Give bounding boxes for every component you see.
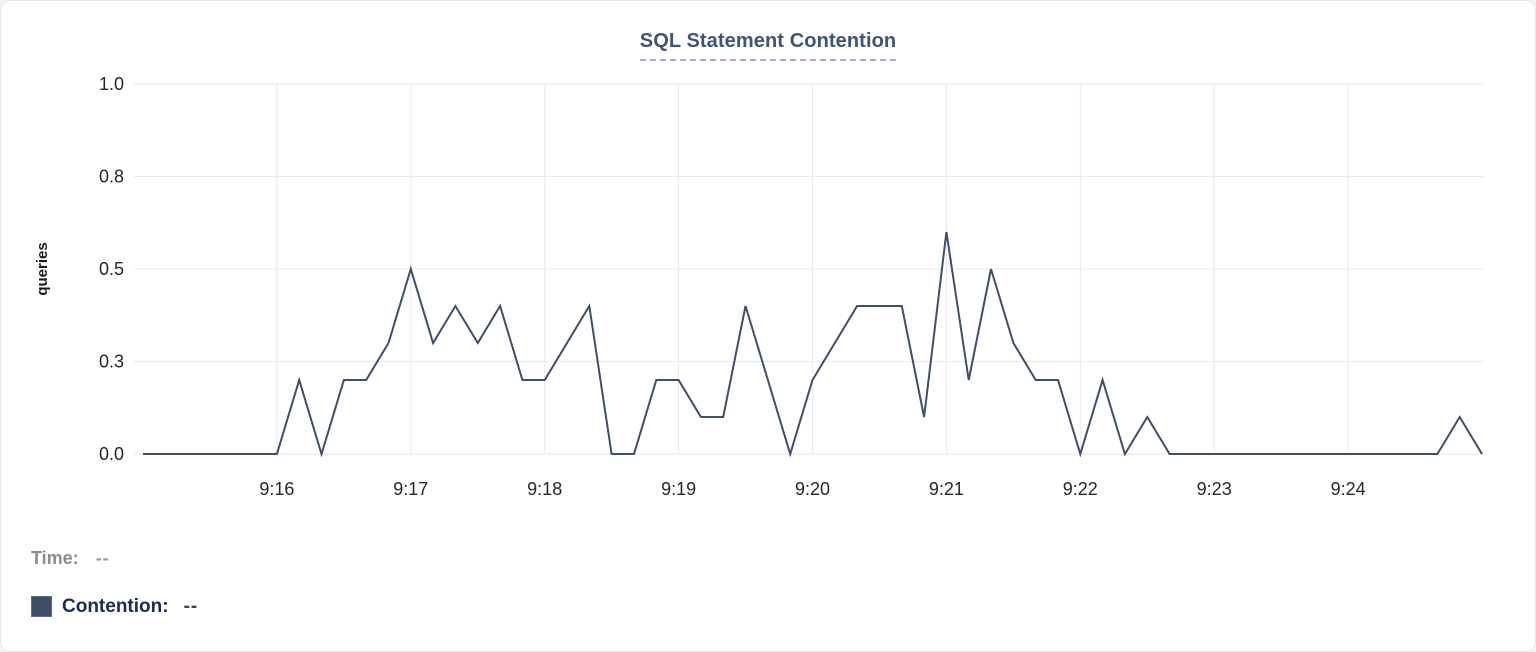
x-tick-label: 9:20 <box>795 479 830 499</box>
y-tick-label: 0.5 <box>99 259 124 279</box>
legend: Time: -- Contention: -- <box>31 547 198 618</box>
contention-series-line <box>143 231 1483 458</box>
x-tick-label: 9:18 <box>527 479 562 499</box>
legend-time-row: Time: -- <box>31 547 198 569</box>
x-tick-label: 9:17 <box>393 479 428 499</box>
x-tick-label: 9:24 <box>1331 479 1366 499</box>
x-tick-label: 9:16 <box>259 479 294 499</box>
legend-contention-value: -- <box>183 596 199 617</box>
legend-time-label: Time: <box>31 548 79 568</box>
y-axis-label: queries <box>34 242 51 295</box>
x-tick-label: 9:19 <box>661 479 696 499</box>
y-tick-label: 0.0 <box>99 444 124 464</box>
x-tick-label: 9:21 <box>929 479 964 499</box>
y-tick-label: 0.3 <box>99 352 124 372</box>
x-tick-label: 9:22 <box>1063 479 1098 499</box>
contention-line-chart[interactable]: 0.0 0.3 0.5 0.8 1.0 9:16 9:17 9:18 9:19 9:20 9:21 9… <box>1 1 1536 513</box>
chart-title[interactable]: SQL Statement Contention <box>639 30 897 61</box>
x-tick-label: 9:23 <box>1197 479 1232 499</box>
legend-contention-label: Contention: <box>62 596 169 617</box>
y-tick-label: 1.0 <box>99 74 124 94</box>
legend-time-value: -- <box>95 548 110 568</box>
legend-contention-row: Contention: -- <box>31 595 198 618</box>
chart-title-wrap: SQL Statement Contention <box>1 30 1535 61</box>
y-tick-label: 0.8 <box>99 167 124 187</box>
contention-color-swatch <box>31 596 52 617</box>
